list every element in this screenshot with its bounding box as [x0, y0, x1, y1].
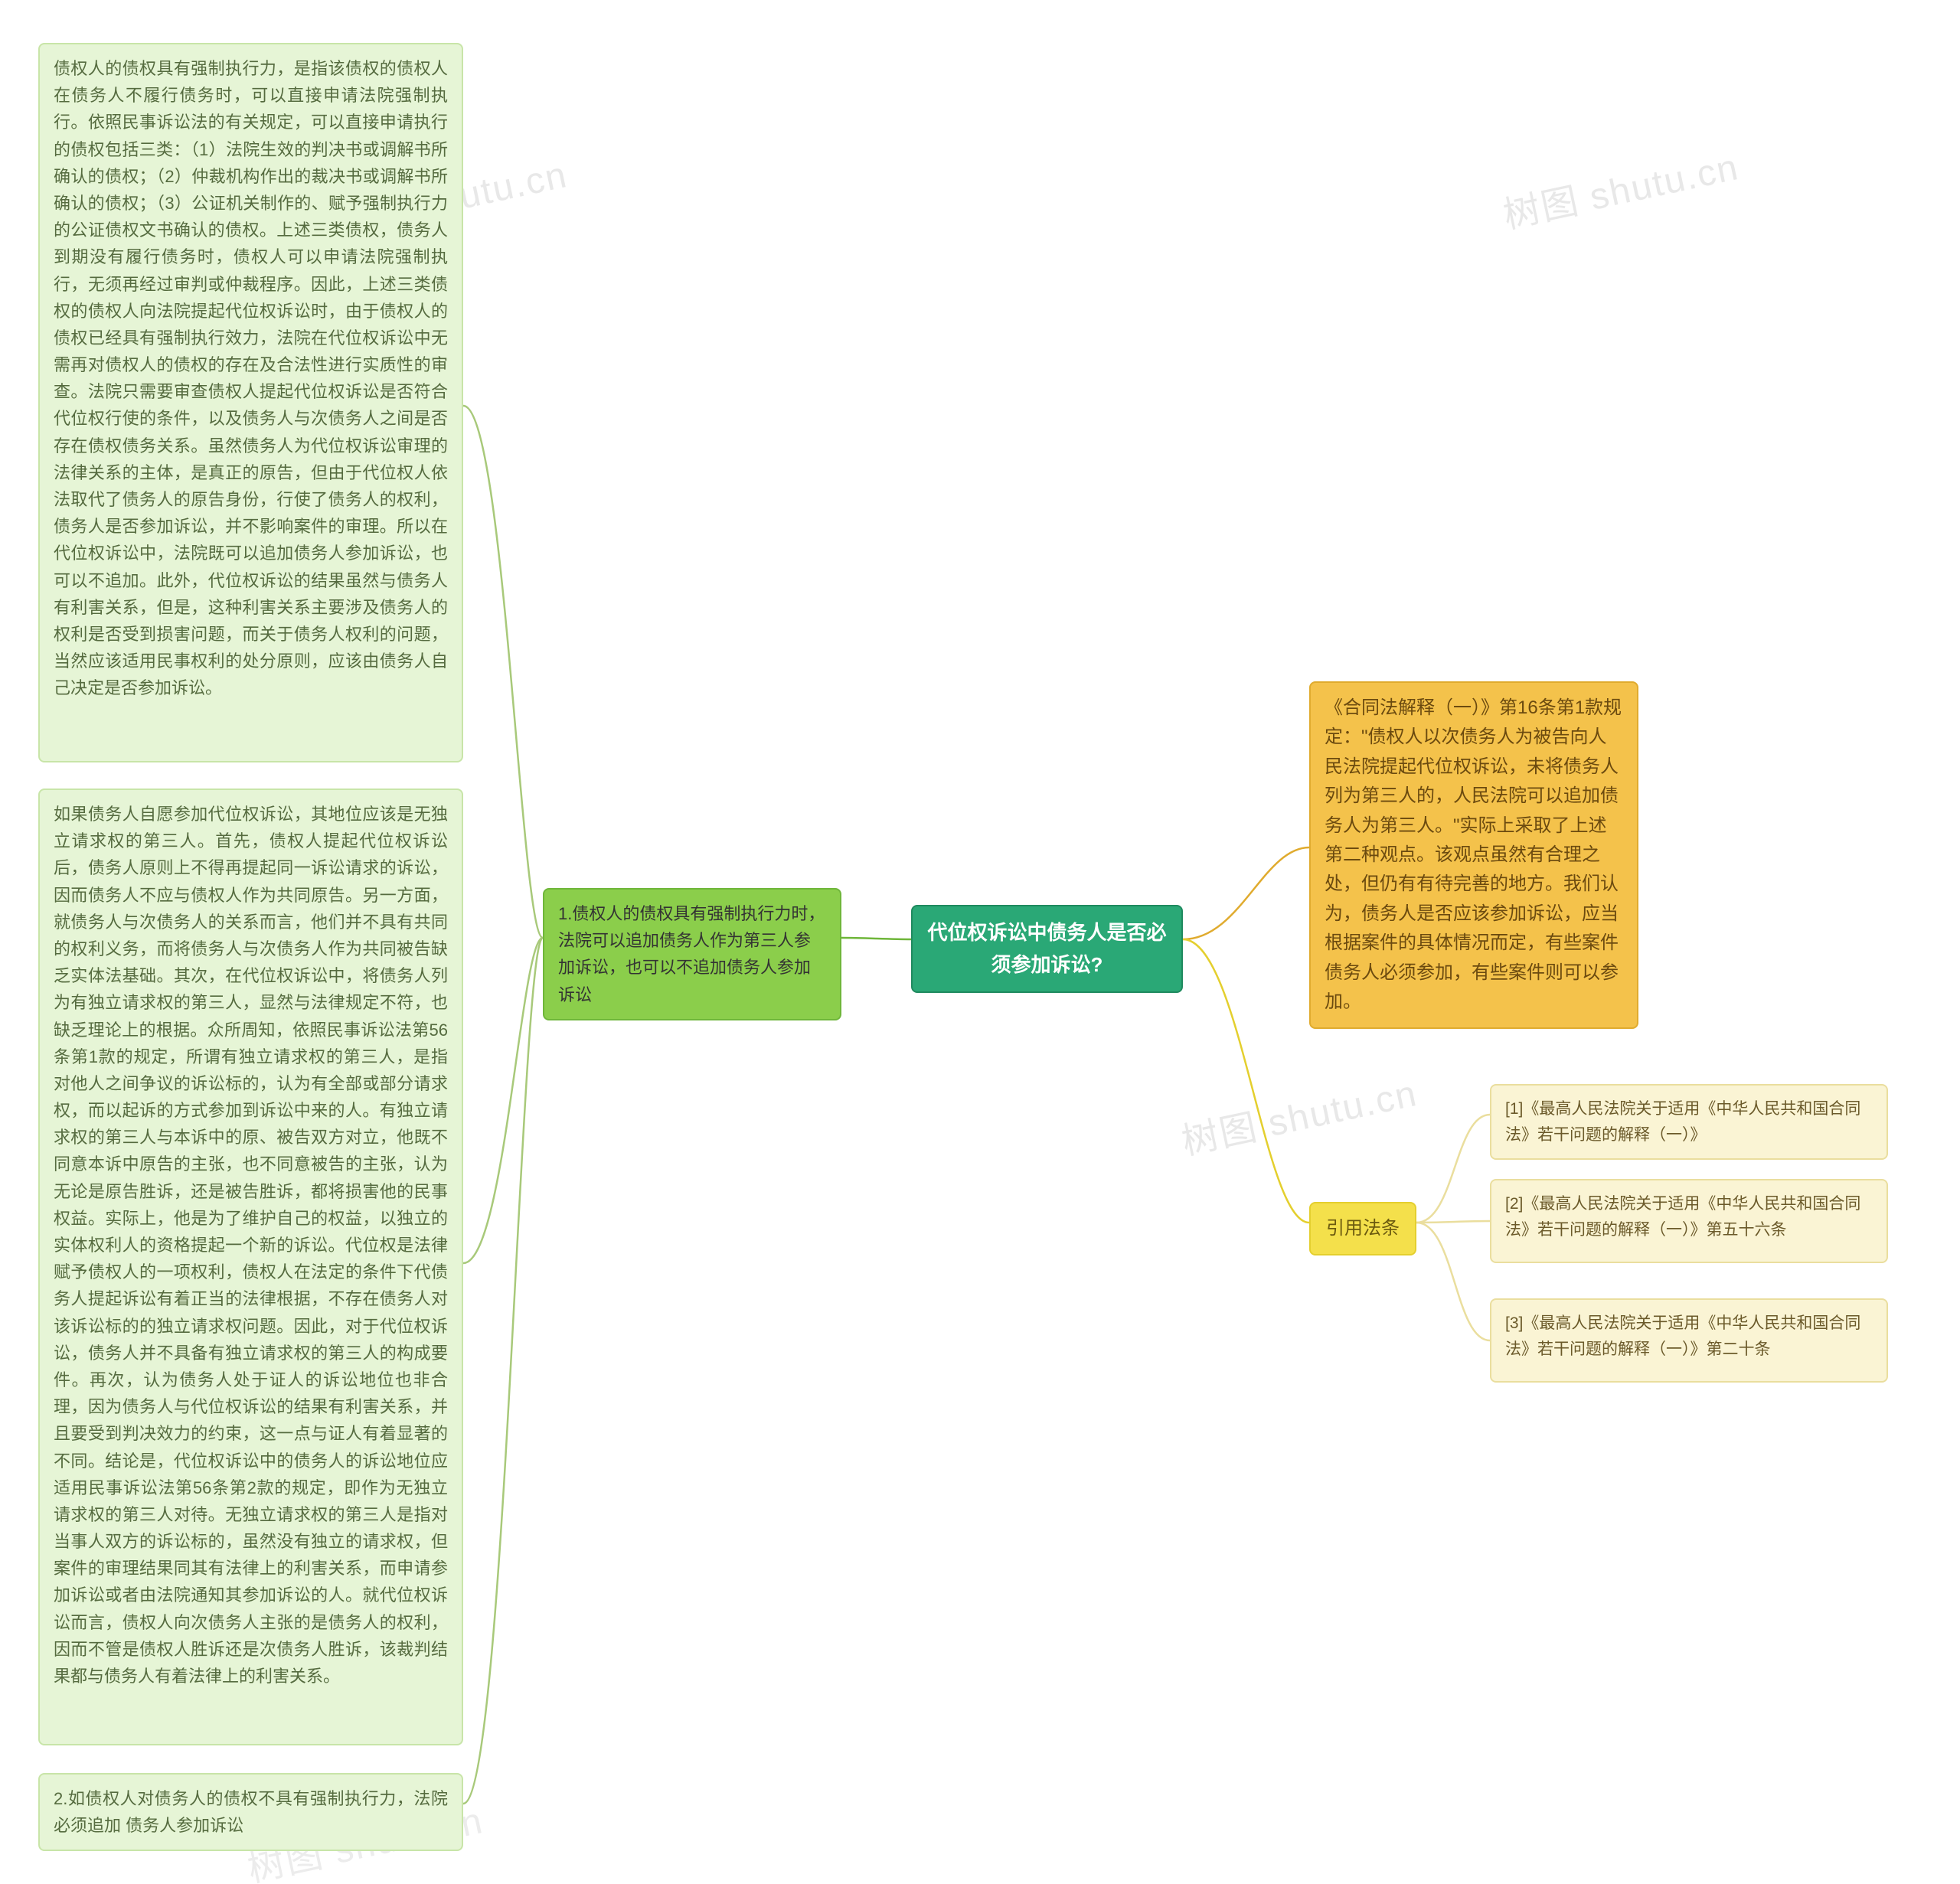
orange-text: 《合同法解释（一）》第16条第1款规定："债权人以次债务人为被告向人民法院提起代… — [1325, 697, 1622, 1012]
yellow-text: 引用法条 — [1326, 1214, 1400, 1243]
right-orange-node[interactable]: 《合同法解释（一）》第16条第1款规定："债权人以次债务人为被告向人民法院提起代… — [1309, 681, 1638, 1029]
reference-item-2[interactable]: [2]《最高人民法院关于适用《中华人民共和国合同法》若干问题的解释（一）》第五十… — [1490, 1179, 1888, 1263]
connector-path — [1183, 939, 1309, 1223]
connector-path — [1183, 847, 1309, 939]
connector-path — [1416, 1115, 1490, 1223]
watermark-text: 树图 shutu.cn — [1498, 136, 1743, 239]
connector-path — [463, 406, 543, 938]
right-yellow-node[interactable]: 引用法条 — [1309, 1202, 1416, 1255]
root-label: 代位权诉讼中债务人是否必须参加诉讼? — [926, 917, 1168, 981]
left-leaf-1[interactable]: 债权人的债权具有强制执行力，是指该债权的债权人在债务人不履行债务时，可以直接申请… — [38, 43, 463, 762]
connector-path — [1416, 1221, 1490, 1223]
reference-item-1[interactable]: [1]《最高人民法院关于适用《中华人民共和国合同法》若干问题的解释（一）》 — [1490, 1084, 1888, 1160]
ref-text: [3]《最高人民法院关于适用《中华人民共和国合同法》若干问题的解释（一）》第二十… — [1505, 1314, 1860, 1358]
leaf-text: 2.如债权人对债务人的债权不具有强制执行力，法院必须追加 债务人参加诉讼 — [54, 1789, 448, 1835]
connector-path — [463, 938, 543, 1263]
watermark-text: 树图 shutu.cn — [1176, 1063, 1422, 1165]
connector-path — [841, 938, 911, 939]
reference-item-3[interactable]: [3]《最高人民法院关于适用《中华人民共和国合同法》若干问题的解释（一）》第二十… — [1490, 1298, 1888, 1383]
left-branch-label: 1.债权人的债权具有强制执行力时，法院可以追加债务人作为第三人参加诉讼，也可以不… — [558, 904, 825, 1004]
root-node[interactable]: 代位权诉讼中债务人是否必须参加诉讼? — [911, 905, 1183, 993]
connector-path — [1416, 1223, 1490, 1340]
connector-path — [463, 938, 543, 1804]
ref-text: [1]《最高人民法院关于适用《中华人民共和国合同法》若干问题的解释（一）》 — [1505, 1100, 1860, 1144]
left-branch-node[interactable]: 1.债权人的债权具有强制执行力时，法院可以追加债务人作为第三人参加诉讼，也可以不… — [543, 888, 841, 1020]
left-leaf-3[interactable]: 2.如债权人对债务人的债权不具有强制执行力，法院必须追加 债务人参加诉讼 — [38, 1773, 463, 1851]
ref-text: [2]《最高人民法院关于适用《中华人民共和国合同法》若干问题的解释（一）》第五十… — [1505, 1195, 1860, 1239]
leaf-text: 如果债务人自愿参加代位权诉讼，其地位应该是无独立请求权的第三人。首先，债权人提起… — [54, 805, 448, 1686]
leaf-text: 债权人的债权具有强制执行力，是指该债权的债权人在债务人不履行债务时，可以直接申请… — [54, 59, 448, 697]
left-leaf-2[interactable]: 如果债务人自愿参加代位权诉讼，其地位应该是无独立请求权的第三人。首先，债权人提起… — [38, 789, 463, 1745]
